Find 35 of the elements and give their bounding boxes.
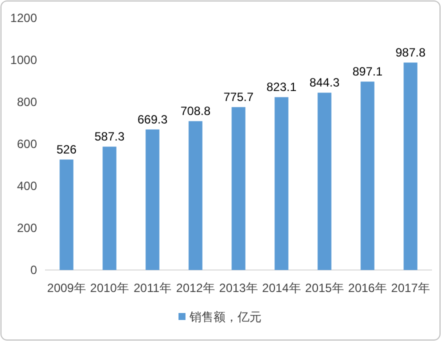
- bar: [360, 82, 374, 270]
- bar: [188, 121, 202, 270]
- x-tick-label: 2013年: [219, 281, 258, 295]
- data-label: 844.3: [309, 76, 340, 90]
- y-tick-label: 400: [16, 179, 38, 193]
- y-tick-label: 1000: [10, 53, 38, 67]
- bar: [146, 129, 160, 270]
- data-label: 987.8: [395, 46, 426, 60]
- x-tick-label: 2010年: [90, 281, 129, 295]
- x-tick-label: 2015年: [305, 281, 344, 295]
- data-label: 775.7: [223, 90, 254, 104]
- bar: [60, 160, 74, 270]
- x-tick-label: 2009年: [47, 281, 86, 295]
- bar: [404, 62, 418, 270]
- y-tick-label: 600: [16, 137, 38, 151]
- x-tick-label: 2017年: [391, 281, 430, 295]
- data-label: 587.3: [94, 130, 125, 144]
- bar: [274, 97, 288, 270]
- legend-label: 销售额，亿元: [188, 310, 262, 324]
- data-label: 708.8: [180, 104, 211, 118]
- x-tick-label: 2014年: [262, 281, 301, 295]
- data-label: 526: [56, 142, 77, 157]
- x-tick-label: 2011年: [134, 281, 172, 295]
- bar: [318, 92, 332, 270]
- data-label: 669.3: [137, 112, 168, 126]
- y-tick-label: 0: [30, 263, 38, 277]
- bar: [232, 107, 246, 270]
- x-tick-label: 2012年: [176, 281, 215, 295]
- y-tick-label: 1200: [10, 11, 38, 25]
- y-tick-label: 200: [16, 221, 38, 235]
- bar: [102, 146, 116, 270]
- data-label: 823.1: [266, 80, 297, 94]
- x-tick-label: 2016年: [348, 281, 387, 295]
- y-tick-label: 800: [16, 95, 38, 109]
- data-label: 897.1: [352, 64, 383, 79]
